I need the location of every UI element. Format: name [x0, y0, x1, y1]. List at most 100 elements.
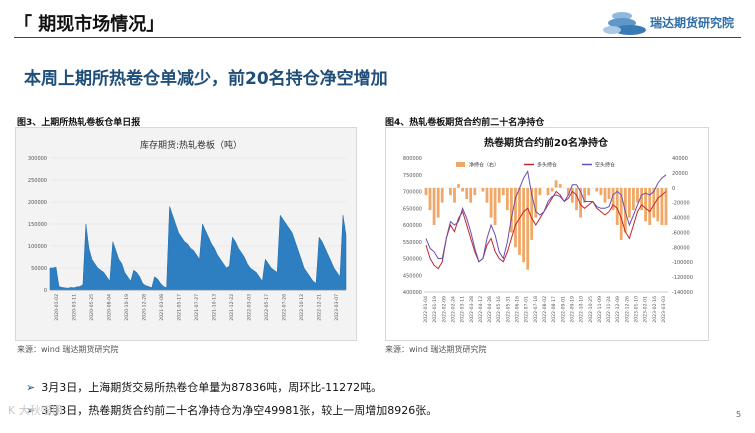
- net-position-bar: [440, 187, 444, 203]
- x-tick-label: 2022-05-16: [496, 296, 502, 323]
- x-tick-label: 2021-10-13: [212, 294, 218, 321]
- net-position-bar: [632, 187, 635, 211]
- x-tick-label: 2020-03-11: [72, 294, 78, 321]
- x-tick-label: 2022-12-09: [615, 296, 621, 323]
- net-position-bar: [550, 187, 554, 192]
- x-tick-label: 2022-12-26: [624, 296, 630, 323]
- net-position-bar: [538, 187, 542, 196]
- net-position-bar: [652, 187, 656, 218]
- x-tick-label: 2022-04-28: [487, 296, 493, 323]
- y-tick-label: 150000: [28, 222, 47, 228]
- x-tick-label: 2023-03-03: [661, 296, 667, 323]
- x-tick-label: 2022-01-19: [432, 296, 438, 323]
- logo-text: 瑞达期货研究院: [650, 16, 735, 30]
- y-right-tick-label: -140000: [672, 290, 693, 296]
- x-tick-label: 2020-08-04: [107, 294, 113, 321]
- net-position-bar: [481, 187, 485, 192]
- net-position-bar: [469, 187, 473, 203]
- long-position-line: [425, 190, 667, 270]
- x-tick-label: 2022-10-12: [299, 294, 305, 321]
- x-tick-label: 2020-05-25: [89, 294, 95, 321]
- x-tick-label: 2022-04-12: [478, 296, 484, 323]
- y-left-tick-label: 500000: [403, 257, 422, 263]
- net-position-bar: [493, 187, 497, 225]
- net-position-bar: [428, 187, 432, 211]
- figure-4-caption: 图4、热轧卷板期货合约前二十名净持仓: [385, 118, 545, 128]
- bullet-1-text: 3月3日，上海期货交易所热卷仓单量为87836吨，周环比-11272吨。: [41, 381, 383, 394]
- net-position-bar: [656, 187, 660, 222]
- net-position-bar: [497, 187, 501, 203]
- x-tick-label: 2023-03-07: [334, 294, 340, 321]
- x-tick-label: 2022-06-16: [515, 296, 521, 323]
- x-tick-label: 2020-12-28: [142, 294, 148, 321]
- inventory-area: [49, 206, 347, 291]
- chart-title: 库存期货:热轧卷板（吨）: [140, 139, 242, 151]
- y-left-tick-label: 400000: [403, 290, 422, 296]
- y-tick-label: 300000: [28, 156, 47, 162]
- net-position-bar: [607, 187, 611, 199]
- net-position-bar: [436, 187, 440, 218]
- arrow-icon: ➢: [26, 404, 36, 417]
- net-position-bar: [583, 187, 586, 203]
- net-position-bar: [603, 187, 607, 203]
- y-left-tick-label: 650000: [403, 206, 422, 212]
- net-position-bar: [473, 187, 477, 196]
- x-tick-label: 2022-03-11: [460, 296, 466, 323]
- arrow-icon: ➢: [26, 381, 36, 394]
- y-tick-label: 200000: [28, 200, 47, 206]
- net-position-bar: [648, 187, 652, 225]
- net-position-bar: [465, 187, 469, 199]
- bullet-2: ➢ 3月3日，热卷期货合约前二十名净持仓为净空49981张，较上一周增加8926张…: [26, 402, 437, 418]
- x-tick-label: 2022-11-09: [597, 296, 603, 323]
- company-logo: [603, 12, 646, 35]
- section-title: 「 期现市场情况」: [14, 14, 165, 35]
- y-left-tick-label: 600000: [403, 223, 422, 229]
- net-position-bar: [599, 187, 603, 196]
- net-position-bar: [453, 187, 456, 203]
- net-position-bar: [660, 187, 664, 225]
- y-right-tick-label: 0: [672, 186, 675, 192]
- legend-swatch: [456, 162, 465, 167]
- figure-4-source: 来源：wind 瑞达期货研究院: [385, 345, 487, 354]
- net-position-bar: [505, 187, 509, 211]
- x-tick-label: 2022-09-01: [560, 296, 566, 323]
- net-position-bar: [664, 187, 668, 225]
- x-tick-label: 2023-02-16: [652, 296, 658, 323]
- y-right-tick-label: -80000: [672, 245, 690, 251]
- net-position-bar: [587, 187, 591, 196]
- x-tick-label: 2022-05-17: [264, 294, 270, 321]
- net-position-bar: [518, 187, 521, 255]
- net-position-bar: [619, 187, 623, 240]
- net-position-bar: [530, 187, 534, 240]
- net-position-bar: [432, 187, 436, 225]
- net-position-bar: [449, 187, 452, 196]
- y-left-tick-label: 800000: [403, 156, 422, 162]
- y-left-tick-label: 700000: [403, 190, 422, 196]
- y-right-tick-label: 40000: [672, 156, 688, 162]
- net-position-bar: [546, 187, 550, 196]
- net-position-bar: [526, 187, 530, 270]
- x-tick-label: 2023-02-01: [643, 296, 649, 323]
- y-tick-label: 100000: [28, 244, 47, 250]
- x-tick-label: 2022-07-26: [282, 294, 288, 321]
- y-left-tick-label: 750000: [403, 173, 422, 179]
- x-tick-label: 2022-10-25: [588, 296, 594, 323]
- x-tick-label: 2022-09-19: [569, 296, 575, 323]
- y-tick-label: 50000: [31, 266, 47, 272]
- net-position-bar: [457, 184, 460, 188]
- bullet-2-text: 3月3日，热卷期货合约前二十名净持仓为净空49981张，较上一周增加8926张。: [41, 404, 438, 417]
- net-position-bar: [636, 187, 639, 203]
- net-position-bar: [461, 187, 464, 192]
- x-tick-label: 2022-07-01: [524, 296, 530, 323]
- x-tick-label: 2022-02-09: [441, 296, 447, 323]
- net-position-bar: [640, 187, 643, 211]
- title-underline: [14, 37, 741, 38]
- x-tick-label: 2021-12-22: [229, 294, 235, 321]
- net-position-bar: [571, 187, 574, 203]
- watermark: K 大秋喵期: [8, 404, 63, 417]
- x-tick-label: 2022-11-24: [606, 296, 612, 323]
- x-tick-label: 2022-07-18: [533, 296, 539, 323]
- net-position-bar: [510, 187, 513, 233]
- y-right-tick-label: -40000: [672, 216, 690, 222]
- net-position-bar: [644, 187, 647, 222]
